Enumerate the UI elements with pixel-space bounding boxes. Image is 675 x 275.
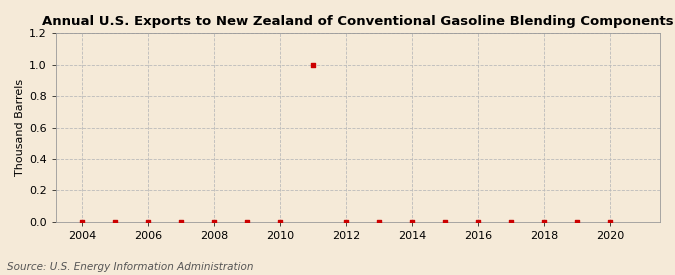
Point [407,219,418,224]
Y-axis label: Thousand Barrels: Thousand Barrels [15,79,25,176]
Point [275,219,286,224]
Title: Annual U.S. Exports to New Zealand of Conventional Gasoline Blending Components: Annual U.S. Exports to New Zealand of Co… [42,15,674,28]
Point [176,219,187,224]
Point [506,219,517,224]
Point [572,219,583,224]
Point [242,219,253,224]
Text: Source: U.S. Energy Information Administration: Source: U.S. Energy Information Administ… [7,262,253,272]
Point [539,219,550,224]
Point [77,219,88,224]
Point [308,62,319,67]
Point [374,219,385,224]
Point [143,219,154,224]
Point [209,219,220,224]
Point [605,219,616,224]
Point [473,219,484,224]
Point [440,219,451,224]
Point [341,219,352,224]
Point [110,219,121,224]
